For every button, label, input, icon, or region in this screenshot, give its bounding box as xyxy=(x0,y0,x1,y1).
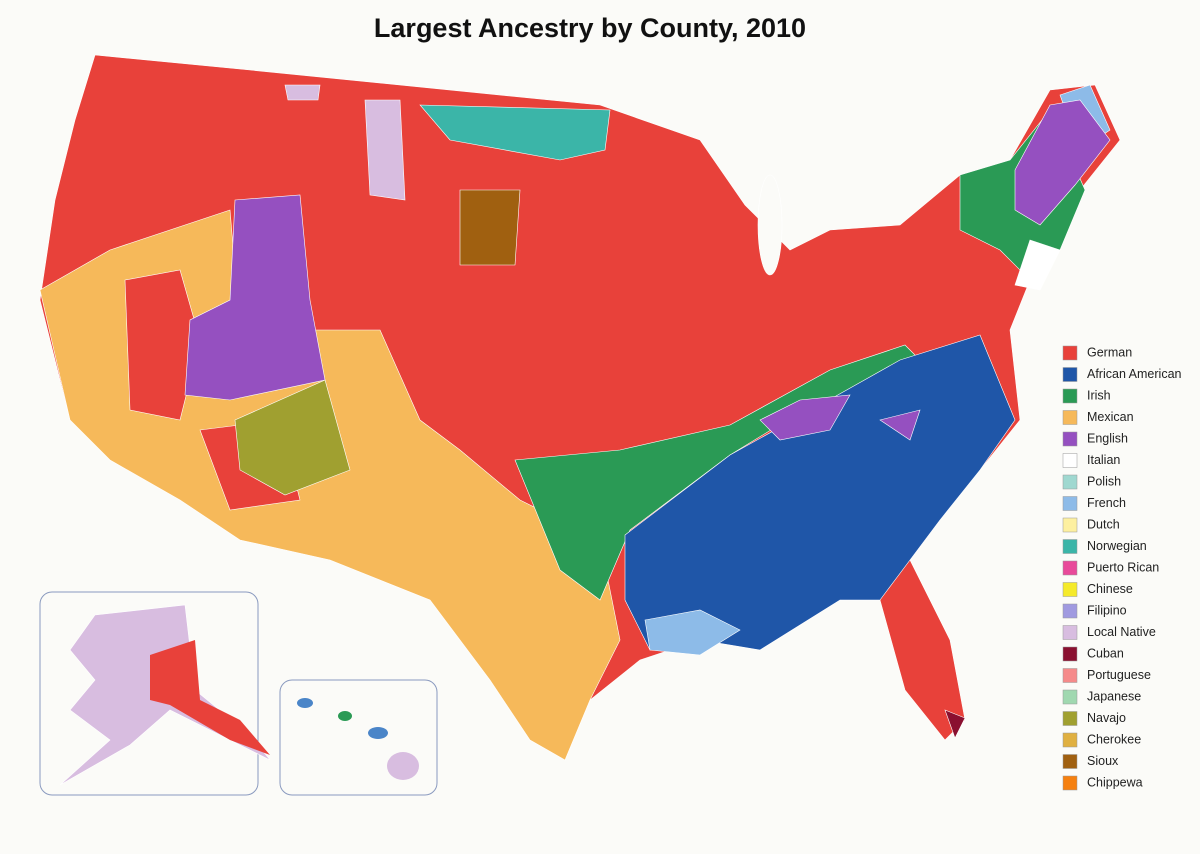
alaska-german xyxy=(150,640,270,755)
legend-swatch xyxy=(1062,496,1078,511)
legend-label: Chippewa xyxy=(1087,775,1143,789)
legend-label: Puerto Rican xyxy=(1087,560,1159,574)
legend-swatch xyxy=(1062,582,1078,597)
hawaii-inset xyxy=(279,679,438,796)
legend-label: African American xyxy=(1087,367,1182,381)
legend-swatch xyxy=(1062,388,1078,404)
legend-label: Sioux xyxy=(1087,754,1119,768)
legend-swatch xyxy=(1062,560,1078,576)
legend-swatch xyxy=(1062,345,1078,361)
legend-swatch xyxy=(1062,775,1078,791)
legend-swatch xyxy=(1062,732,1078,748)
legend-label: French xyxy=(1087,496,1126,510)
legend-label: Norwegian xyxy=(1087,539,1147,553)
legend-swatch xyxy=(1062,754,1078,769)
legend-label: Polish xyxy=(1087,474,1121,488)
legend-label: Irish xyxy=(1087,388,1111,402)
hawaii-maui xyxy=(368,727,388,739)
hawaii-oahu xyxy=(338,711,352,721)
region-italian xyxy=(1014,239,1061,291)
legend: German African American Irish Mexican Englis… xyxy=(1062,345,1182,791)
region-appalachia-english xyxy=(759,394,921,441)
legend-label: English xyxy=(1087,431,1128,445)
region-cuban xyxy=(944,709,966,739)
alaska-inset xyxy=(39,591,271,796)
legend-label: Cuban xyxy=(1087,646,1124,660)
legend-label: Filipino xyxy=(1087,603,1127,617)
region-english xyxy=(184,194,326,401)
legend-label: Chinese xyxy=(1087,582,1133,596)
legend-swatch xyxy=(1062,431,1078,447)
legend-label: Navajo xyxy=(1087,711,1126,725)
hawaii-kauai xyxy=(297,698,313,708)
legend-swatch xyxy=(1062,668,1078,683)
legend-swatch xyxy=(1062,517,1078,533)
legend-label: Italian xyxy=(1087,453,1120,467)
legend-label: Cherokee xyxy=(1087,732,1141,746)
lake-michigan xyxy=(757,174,783,276)
legend-label: Japanese xyxy=(1087,689,1141,703)
legend-label: German xyxy=(1087,345,1132,359)
legend-swatch xyxy=(1062,711,1078,726)
legend-swatch xyxy=(1062,603,1078,619)
legend-label: Mexican xyxy=(1087,410,1134,424)
region-navajo xyxy=(234,379,351,496)
legend-swatch xyxy=(1062,625,1078,640)
legend-label: Portuguese xyxy=(1087,668,1151,682)
legend-swatch xyxy=(1062,539,1078,554)
legend-swatch xyxy=(1062,367,1078,382)
hawaii-big-island xyxy=(387,752,419,780)
region-northeast-english xyxy=(1014,99,1111,226)
legend-swatch xyxy=(1062,646,1078,662)
legend-swatch xyxy=(1062,410,1078,425)
legend-swatch xyxy=(1062,474,1078,490)
legend-swatch xyxy=(1062,453,1078,468)
legend-swatch xyxy=(1062,689,1078,705)
region-native xyxy=(284,84,406,201)
legend-label: Local Native xyxy=(1087,625,1156,639)
map-title: Largest Ancestry by County, 2010 xyxy=(374,13,806,43)
legend-label: Dutch xyxy=(1087,517,1120,531)
contiguous-us xyxy=(39,54,1121,761)
region-norwegian xyxy=(419,104,611,161)
region-sioux xyxy=(459,189,521,266)
